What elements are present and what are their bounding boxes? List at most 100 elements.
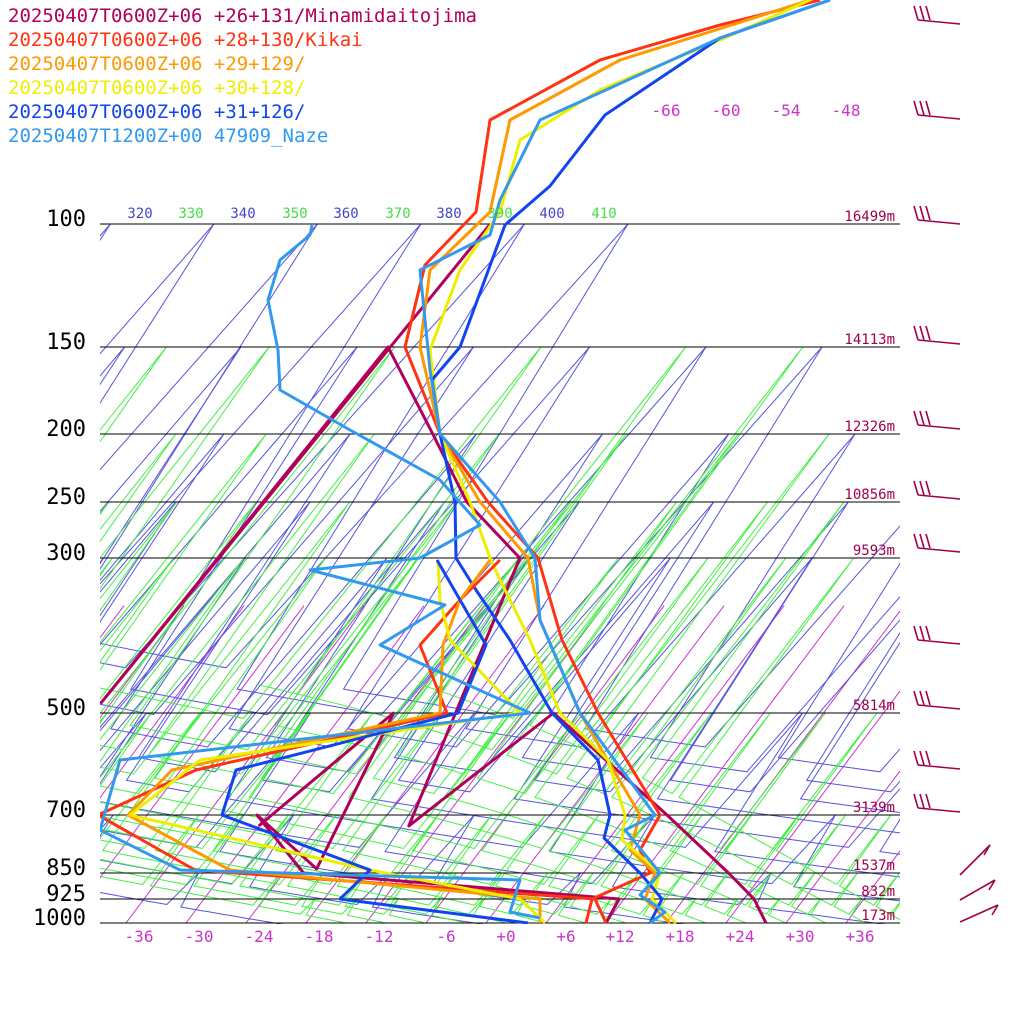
temperature-tick-label: -18 xyxy=(305,927,334,946)
temperature-tick-label: -12 xyxy=(365,927,394,946)
moist-adiabat xyxy=(100,433,627,924)
sounding-profiles xyxy=(100,0,831,924)
legend-entry: 20250407T0600Z+06 +28+130/Kikai xyxy=(8,29,363,51)
dry-adiabat xyxy=(100,223,900,834)
wind-barb-staff xyxy=(917,704,961,710)
pressure-label: 150 xyxy=(46,330,86,355)
isotherm-line xyxy=(725,690,900,924)
station-dewpoint-line xyxy=(100,224,541,920)
pressure-label: 1000 xyxy=(33,906,86,931)
wind-barb-flag xyxy=(919,690,925,706)
legend-entry: 20250407T0600Z+06 +31+126/ xyxy=(8,101,306,123)
moist-adiabat xyxy=(100,346,747,924)
isotherm-line xyxy=(100,605,305,879)
isotherm-grid xyxy=(0,605,900,924)
wind-barbs xyxy=(913,5,999,923)
upper-temperature-label: -66 xyxy=(652,101,681,120)
temperature-tick-label: +6 xyxy=(556,927,575,946)
legend-entry: 20250407T0600Z+06 +26+131/Minamidaitojim… xyxy=(8,5,477,27)
wind-barb-staff xyxy=(917,494,961,500)
wind-barb-flag xyxy=(919,325,925,341)
station-temperature-line xyxy=(418,0,831,924)
wind-barb-flag xyxy=(913,410,919,426)
wind-barb-flag xyxy=(919,205,925,221)
dry-adiabat xyxy=(100,223,900,793)
station-temperature-line xyxy=(428,0,811,924)
moist-adiabat xyxy=(100,346,827,924)
upper-temperature-label: -54 xyxy=(772,101,801,120)
isotherm-line xyxy=(125,605,365,924)
temperature-tick-label: +12 xyxy=(606,927,635,946)
wind-barb-flag xyxy=(913,5,919,21)
isotherm-line xyxy=(0,606,4,923)
theta-label: 410 xyxy=(591,206,616,222)
height-label: 3139m xyxy=(853,800,895,816)
isobar-lines xyxy=(100,223,900,924)
station-dewpoint-line xyxy=(126,559,542,923)
wind-barb-staff xyxy=(959,844,991,876)
height-label: 14113m xyxy=(844,332,895,348)
pressure-label: 300 xyxy=(46,541,86,566)
dry-adiabat xyxy=(100,223,900,878)
temperature-tick-label: +30 xyxy=(786,927,815,946)
theta-label: 380 xyxy=(436,206,461,222)
wind-barb-staff xyxy=(917,19,961,25)
height-label: 12326m xyxy=(844,419,895,435)
theta-labels: 320 330 340 350 360 370 380 390 400 410 xyxy=(127,206,616,222)
isotherm-line xyxy=(100,605,185,719)
legend-entry: 20250407T0600Z+06 +29+129/ xyxy=(8,53,306,75)
wind-barb-staff xyxy=(917,114,961,120)
dry-adiabat xyxy=(100,223,900,855)
isotherm-line xyxy=(305,605,545,924)
wind-barb-staff xyxy=(917,424,961,430)
station-temperature-line xyxy=(418,0,811,924)
temperature-tick-label: +18 xyxy=(666,927,695,946)
wind-barb-flag xyxy=(919,750,925,766)
wind-barb-flag xyxy=(919,100,925,116)
wind-barb-flag xyxy=(919,410,925,426)
wind-barb-flag xyxy=(925,625,931,641)
wind-barb-staff xyxy=(917,764,961,770)
wind-barb-staff xyxy=(917,807,961,813)
theta-label: 320 xyxy=(127,206,152,222)
isotherm-line xyxy=(845,850,900,924)
wind-barb-flag xyxy=(913,205,919,221)
wind-barb-flag xyxy=(919,533,925,549)
height-label: 16499m xyxy=(844,209,895,225)
wind-barb-flag xyxy=(913,793,919,809)
wind-barb-flag xyxy=(913,690,919,706)
theta-label: 400 xyxy=(539,206,564,222)
theta-label: 370 xyxy=(385,206,410,222)
wind-barb-flag xyxy=(919,793,925,809)
wind-barb-flag xyxy=(925,690,931,706)
moist-adiabat xyxy=(255,346,867,924)
isotherm-line xyxy=(485,605,725,924)
wind-barb-flag xyxy=(925,793,931,809)
dry-adiabat xyxy=(100,223,900,814)
wind-barb-flag xyxy=(925,410,931,426)
height-label: 1537m xyxy=(853,858,895,874)
wind-barb-flag xyxy=(913,750,919,766)
wind-barb-flag xyxy=(919,5,925,21)
height-label: 832m xyxy=(861,884,895,900)
wind-barb-flag xyxy=(925,5,931,21)
moist-adiabat xyxy=(100,346,787,924)
temperature-tick-label: +0 xyxy=(496,927,515,946)
pressure-label: 100 xyxy=(46,207,86,232)
station-temperature-line xyxy=(430,0,831,924)
upper-temperature-labels: -66 -60 -54 -48 xyxy=(652,101,861,120)
isotherm-line xyxy=(605,605,845,924)
wind-barb-flag xyxy=(925,480,931,496)
wind-barb-staff xyxy=(959,879,996,901)
moist-adiabat xyxy=(419,346,900,921)
pressure-label: 850 xyxy=(46,856,86,881)
temperature-tick-label: +24 xyxy=(726,927,755,946)
legend-entry: 20250407T0600Z+06 +30+128/ xyxy=(8,77,306,99)
wind-barb-flag xyxy=(925,533,931,549)
legend-entry: 20250407T1200Z+00 47909_Naze xyxy=(8,125,329,147)
isotherm-line xyxy=(100,605,245,799)
pressure-label: 200 xyxy=(46,417,86,442)
temperature-tick-label: +36 xyxy=(846,927,875,946)
